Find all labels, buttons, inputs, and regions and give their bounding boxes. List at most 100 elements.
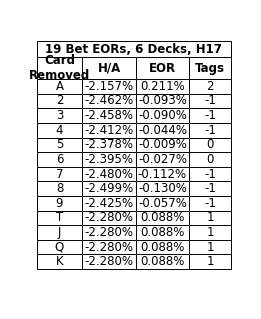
Bar — [82, 167, 136, 182]
Bar — [189, 57, 231, 79]
Text: K: K — [56, 255, 63, 268]
Bar — [37, 79, 82, 94]
Text: 0: 0 — [206, 138, 214, 151]
Text: -2.280%: -2.280% — [85, 241, 134, 254]
Text: -2.499%: -2.499% — [84, 182, 134, 195]
Bar — [136, 196, 189, 211]
Text: 7: 7 — [56, 167, 63, 181]
Bar — [189, 240, 231, 255]
Text: 19 Bet EORs, 6 Decks, H17: 19 Bet EORs, 6 Decks, H17 — [45, 43, 222, 56]
Bar — [136, 137, 189, 152]
Text: T: T — [56, 211, 63, 224]
Bar — [37, 152, 82, 167]
Text: 9: 9 — [56, 197, 63, 210]
Bar — [82, 240, 136, 255]
Bar — [136, 255, 189, 269]
Bar — [136, 225, 189, 240]
Bar — [189, 240, 231, 255]
Text: -2.395%: -2.395% — [85, 153, 134, 166]
Bar — [82, 123, 136, 137]
Bar — [189, 196, 231, 211]
Text: 0.088%: 0.088% — [140, 226, 185, 239]
Bar — [37, 211, 82, 225]
Bar — [37, 123, 82, 137]
Bar — [136, 57, 189, 79]
Bar — [189, 196, 231, 211]
Bar — [37, 137, 82, 152]
Bar — [82, 57, 136, 79]
Bar — [82, 152, 136, 167]
Bar — [189, 123, 231, 137]
Bar — [82, 94, 136, 108]
Bar — [189, 182, 231, 196]
Bar — [189, 167, 231, 182]
Bar — [136, 240, 189, 255]
Text: 1: 1 — [206, 255, 214, 268]
Bar — [136, 167, 189, 182]
Bar — [37, 108, 82, 123]
Bar — [82, 211, 136, 225]
Bar — [136, 79, 189, 94]
Text: -2.412%: -2.412% — [84, 124, 134, 137]
Text: -2.480%: -2.480% — [85, 167, 134, 181]
Bar — [82, 57, 136, 79]
Bar — [189, 211, 231, 225]
Bar — [37, 196, 82, 211]
Bar — [189, 137, 231, 152]
Bar — [136, 211, 189, 225]
Bar — [189, 225, 231, 240]
Bar — [82, 79, 136, 94]
Text: -2.462%: -2.462% — [84, 94, 134, 108]
Text: 0: 0 — [206, 153, 214, 166]
Bar — [136, 182, 189, 196]
Text: H/A: H/A — [97, 62, 121, 75]
Bar — [37, 211, 82, 225]
Bar — [37, 225, 82, 240]
Bar — [37, 167, 82, 182]
Text: -0.009%: -0.009% — [138, 138, 187, 151]
Text: -0.090%: -0.090% — [138, 109, 187, 122]
Bar — [37, 123, 82, 137]
Text: -1: -1 — [204, 94, 216, 108]
Bar — [136, 152, 189, 167]
Bar — [136, 182, 189, 196]
Text: 2: 2 — [206, 80, 214, 93]
Text: -1: -1 — [204, 109, 216, 122]
Bar — [136, 123, 189, 137]
Text: 1: 1 — [206, 241, 214, 254]
Text: -0.044%: -0.044% — [138, 124, 187, 137]
Text: -1: -1 — [204, 167, 216, 181]
Text: -2.378%: -2.378% — [85, 138, 134, 151]
Bar — [37, 79, 82, 94]
Bar — [37, 240, 82, 255]
Bar — [37, 108, 82, 123]
Bar — [189, 79, 231, 94]
Text: -1: -1 — [204, 124, 216, 137]
Bar — [189, 123, 231, 137]
Text: 3: 3 — [56, 109, 63, 122]
Text: -0.057%: -0.057% — [138, 197, 187, 210]
Bar — [82, 108, 136, 123]
Text: -1: -1 — [204, 197, 216, 210]
Bar — [37, 41, 231, 57]
Text: -2.280%: -2.280% — [85, 211, 134, 224]
Text: 4: 4 — [56, 124, 63, 137]
Bar — [136, 255, 189, 269]
Text: -0.112%: -0.112% — [138, 167, 187, 181]
Text: -0.130%: -0.130% — [138, 182, 187, 195]
Bar — [37, 182, 82, 196]
Bar — [37, 137, 82, 152]
Text: A: A — [56, 80, 63, 93]
Text: -1: -1 — [204, 182, 216, 195]
Text: -0.027%: -0.027% — [138, 153, 187, 166]
Bar — [189, 211, 231, 225]
Bar — [136, 108, 189, 123]
Bar — [189, 108, 231, 123]
Bar — [82, 137, 136, 152]
Bar — [82, 152, 136, 167]
Bar — [189, 255, 231, 269]
Bar — [136, 123, 189, 137]
Bar — [37, 57, 82, 79]
Bar — [37, 152, 82, 167]
Bar — [37, 255, 82, 269]
